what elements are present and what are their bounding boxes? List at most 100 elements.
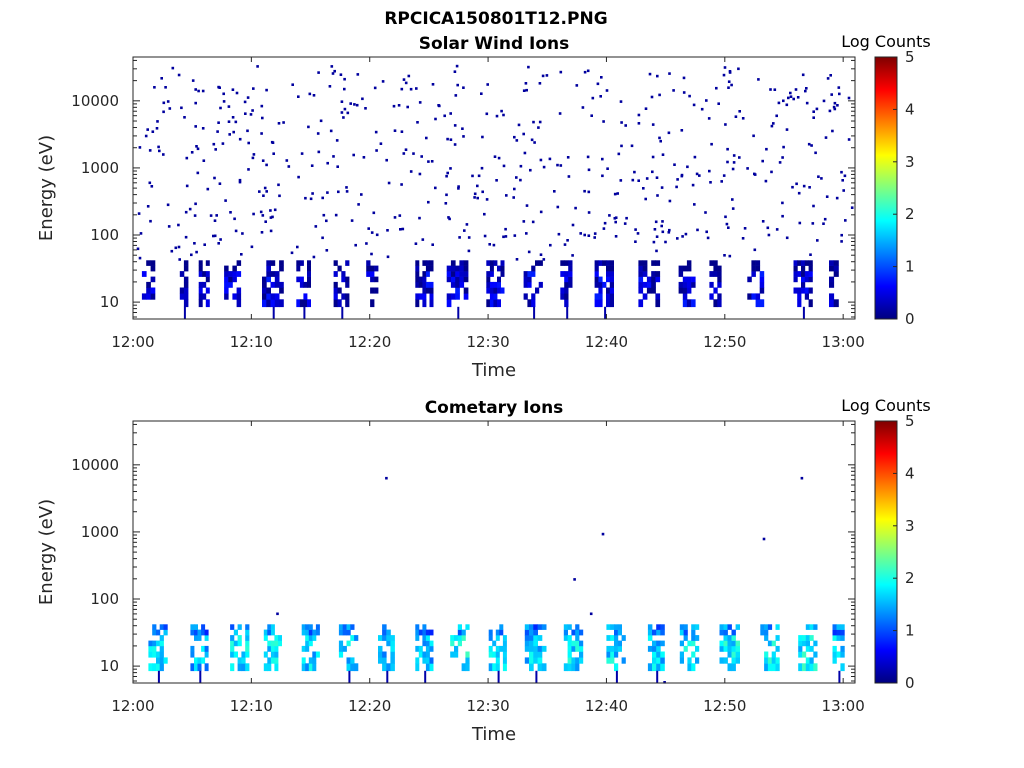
heatmap-cell [696,228,699,232]
heatmap-cell [197,629,202,636]
heatmap-cell [732,154,736,157]
heatmap-cell [645,177,649,180]
heatmap-cell [378,657,383,664]
heatmap-cell [836,635,841,641]
heatmap-cell [832,657,837,664]
heatmap-cell [480,92,483,95]
heatmap-cell [571,254,574,257]
heatmap-cell [500,265,505,272]
heatmap-cell [415,293,420,300]
heatmap-cell [838,670,841,683]
heatmap-cell [274,635,279,641]
heatmap-cell [524,640,530,647]
heatmap-cell [446,171,449,175]
heatmap-cell [271,141,275,144]
heatmap-cell [400,130,404,133]
heatmap-cell [798,663,803,672]
heatmap-cell [816,239,819,242]
heatmap-cell [427,200,430,204]
heatmap-cell [415,87,418,90]
heatmap-cell [759,299,765,308]
heatmap-cell [232,271,237,277]
heatmap-cell [579,640,584,647]
heatmap-cell [382,663,387,672]
heatmap-cell [495,635,500,641]
heatmap-cell [246,96,250,99]
heatmap-cell [422,276,427,283]
heatmap-cell [638,299,644,308]
heatmap-cell [760,629,765,636]
heatmap-cell [655,176,659,179]
heatmap-cell [601,157,604,161]
heatmap-cell [158,149,161,153]
heatmap-cell [667,231,671,234]
heatmap-cell [642,271,648,277]
heatmap-cell [808,276,813,283]
heatmap-cell [465,624,470,630]
heatmap-cell [194,88,197,91]
heatmap-cell [813,640,818,647]
heatmap-cell [609,271,614,277]
heatmap-cell [651,155,655,159]
heatmap-cell [152,651,157,658]
heatmap-cell [450,281,456,288]
heatmap-cell [772,122,775,125]
heatmap-cell [598,287,603,294]
heatmap-cell [617,624,622,630]
heatmap-cell [808,271,813,277]
heatmap-cell [728,254,732,258]
heatmap-cell [709,281,714,288]
heatmap-cell [492,640,497,647]
heatmap-cell [658,136,661,140]
heatmap-cell [723,640,728,647]
heatmap-cell [190,624,195,630]
heatmap-cell [719,640,724,647]
heatmap-cell [296,245,299,249]
heatmap-cell [373,86,377,90]
heatmap-cell [693,155,697,159]
heatmap-cell [537,663,543,672]
heatmap-cell [270,293,276,300]
heatmap-cell [502,640,507,647]
heatmap-cell [713,260,718,266]
heatmap-cell [832,105,836,109]
heatmap-cell [568,276,573,283]
heatmap-cell [274,663,279,672]
heatmap-cell [308,663,313,672]
heatmap-cell [240,253,243,256]
heatmap-cell [488,629,493,636]
heatmap-cell [224,276,229,283]
heatmap-cell [646,287,652,294]
heatmap-cell [301,657,306,664]
heatmap-cell [354,663,359,672]
panel-title: Solar Wind Ions [419,34,570,54]
heatmap-cell [785,236,789,240]
heatmap-cell [446,137,449,141]
heatmap-cell [332,155,335,158]
heatmap-cell [463,293,469,300]
heatmap-cell [523,281,528,288]
heatmap-cell [655,249,658,253]
heatmap-cell [314,225,318,228]
heatmap-cell [609,260,614,266]
heatmap-cell [144,134,148,138]
heatmap-cell [463,271,469,277]
heatmap-cell [390,657,395,664]
heatmap-cell [429,299,434,308]
heatmap-cell [829,281,835,288]
heatmap-cell [155,127,159,130]
heatmap-cell [455,281,460,288]
heatmap-cell [305,635,310,641]
heatmap-cell [317,150,321,154]
heatmap-cell [267,663,272,672]
heatmap-cell [489,271,494,277]
heatmap-cell [241,232,244,235]
heatmap-cell [333,293,338,300]
heatmap-cell [213,176,216,180]
heatmap-cell [270,260,276,266]
heatmap-cell [194,635,198,641]
heatmap-cell [709,181,712,184]
heatmap-cell [303,299,308,308]
heatmap-cell [710,142,713,146]
heatmap-cell [560,260,565,266]
